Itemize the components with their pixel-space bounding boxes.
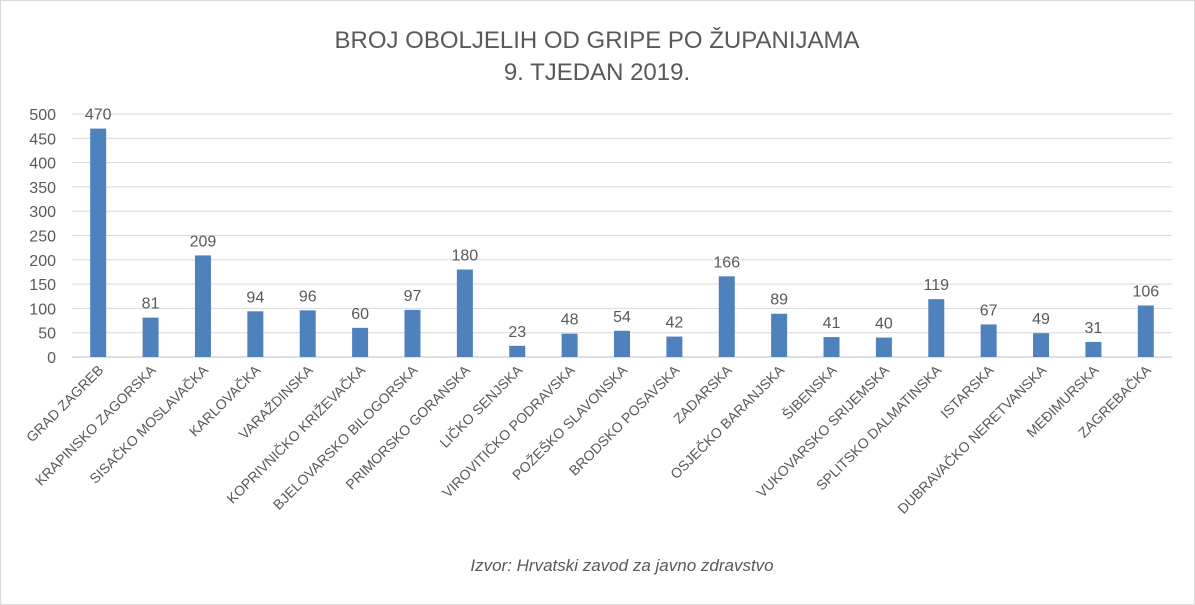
y-tick-label: 200	[29, 253, 56, 270]
data-label: 81	[142, 296, 160, 313]
y-tick-label: 150	[29, 277, 56, 294]
data-label: 96	[299, 288, 317, 305]
y-tick-label: 0	[47, 350, 56, 367]
data-label: 470	[85, 107, 112, 124]
y-tick-label: 350	[29, 180, 56, 197]
data-label: 40	[875, 316, 893, 333]
bar	[456, 269, 473, 357]
bar	[875, 337, 892, 357]
y-tick-label: 50	[38, 326, 56, 343]
data-label: 42	[665, 315, 683, 332]
bar	[614, 330, 630, 357]
bar	[404, 309, 421, 357]
y-tick-label: 300	[29, 204, 56, 221]
data-label: 31	[1085, 320, 1103, 337]
bar	[928, 299, 945, 357]
chart-title-line-2: 9. TJEDAN 2019.	[504, 59, 690, 86]
bar	[980, 324, 997, 357]
data-label: 180	[452, 248, 479, 265]
data-label: 119	[924, 277, 950, 294]
y-tick-label: 450	[29, 131, 56, 148]
bar	[1085, 341, 1102, 357]
bar	[823, 337, 840, 357]
bar	[194, 255, 211, 357]
data-label: 67	[980, 302, 998, 319]
data-label: 48	[561, 312, 579, 329]
bar	[509, 345, 526, 357]
data-label: 97	[404, 288, 422, 305]
data-label: 166	[713, 254, 740, 271]
x-tick-label: BRODSKO POSAVSKA	[566, 361, 683, 478]
data-label: 41	[823, 315, 841, 332]
bar	[142, 317, 159, 357]
bar	[718, 276, 735, 357]
data-label: 94	[246, 289, 264, 306]
bar	[352, 327, 369, 357]
y-tick-label: 400	[29, 156, 56, 173]
data-label: 89	[770, 292, 788, 309]
bar	[771, 313, 788, 357]
bar	[1033, 333, 1050, 357]
bar	[561, 333, 578, 357]
data-label: 209	[190, 233, 217, 250]
y-tick-label: 500	[29, 107, 56, 124]
bar	[90, 128, 107, 357]
bar	[666, 336, 683, 357]
chart-source: Izvor: Hrvatski zavod za javno zdravstvo	[470, 556, 773, 575]
data-label: 106	[1132, 283, 1159, 300]
y-tick-label: 250	[29, 229, 56, 246]
bar	[299, 310, 316, 357]
bar	[1137, 305, 1154, 357]
chart-title-line-1: BROJ OBOLJELIH OD GRIPE PO ŽUPANIJAMA	[335, 27, 860, 54]
data-label: 54	[613, 309, 631, 326]
y-tick-label: 100	[29, 301, 56, 318]
data-label: 49	[1032, 311, 1050, 328]
data-label: 60	[351, 306, 369, 323]
data-label: 23	[508, 324, 526, 341]
bar	[247, 311, 264, 357]
